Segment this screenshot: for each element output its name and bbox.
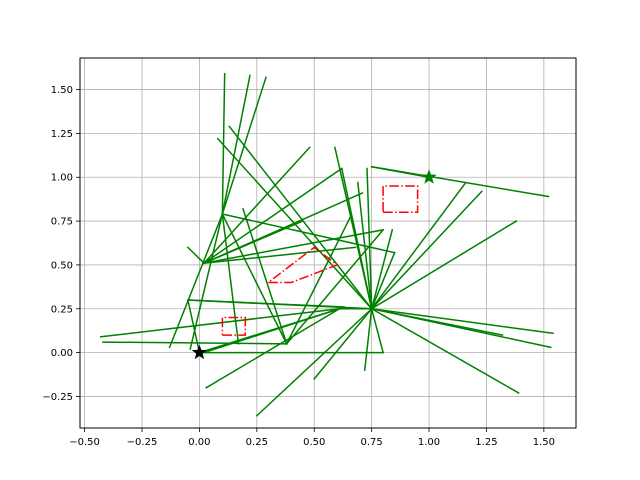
tree-segment: [228, 125, 373, 310]
x-tick-label: 0.50: [303, 437, 325, 448]
tree-segment: [221, 74, 251, 215]
y-tick-label: 1.25: [51, 129, 73, 140]
tree-segment: [242, 207, 288, 345]
y-tick-label: 0.50: [51, 260, 73, 271]
tree-segment: [313, 307, 373, 380]
y-tick-label: −0.25: [42, 392, 73, 403]
x-tick-label: 1.00: [418, 437, 440, 448]
y-axis: −0.25 0.00 0.25 0.50 0.75 1.00 1.25 1.50: [42, 85, 80, 403]
x-tick-label: −0.25: [127, 437, 158, 448]
tree-segment: [221, 213, 396, 254]
x-tick-label: −0.50: [69, 437, 100, 448]
tree-segment: [370, 228, 394, 310]
tree-segment: [366, 167, 373, 310]
tree-segment: [221, 73, 226, 215]
tree-segments: [99, 73, 554, 417]
x-tick-label: 0.25: [246, 437, 268, 448]
tree-segment: [221, 213, 240, 345]
tree-segment: [370, 181, 467, 310]
y-tick-label: 0.25: [51, 304, 73, 315]
tree-segment: [255, 307, 373, 417]
x-tick-label: 1.50: [533, 437, 555, 448]
tree-segment: [202, 146, 311, 265]
tree-segment: [221, 76, 267, 216]
tree-segment: [340, 167, 373, 310]
tree-segment: [203, 307, 341, 354]
tree-segment: [187, 299, 345, 308]
tree-segment: [363, 307, 373, 371]
y-tick-label: 0.75: [51, 217, 73, 228]
obstacle-outline: [267, 246, 339, 284]
tree-segment: [370, 190, 483, 310]
tree-segment: [99, 307, 341, 338]
tree-segment: [370, 165, 430, 179]
tree-segment: [221, 213, 288, 345]
y-tick-label: 1.50: [51, 85, 73, 96]
tree-segment: [102, 341, 288, 345]
tree-segment: [370, 307, 520, 394]
obstacles: [221, 185, 419, 336]
x-tick-label: 0.75: [360, 437, 382, 448]
tree-segment: [370, 307, 504, 336]
tree-segment: [370, 220, 518, 310]
goal-star-marker: [421, 169, 437, 184]
tree-segment: [370, 251, 396, 310]
plot-area: [80, 58, 576, 428]
tree-segment: [205, 307, 341, 389]
tree-segment: [203, 228, 384, 265]
tree-segment: [186, 246, 206, 265]
tree-segment: [370, 307, 385, 354]
tree-segment: [370, 307, 554, 335]
tree-segment: [189, 213, 224, 350]
obstacle-outline: [382, 185, 419, 214]
tree-segment: [202, 167, 343, 265]
tree-segment: [285, 228, 385, 345]
y-tick-label: 1.00: [51, 173, 73, 184]
obstacle-outline: [221, 316, 247, 336]
x-axis: −0.50 −0.25 0.00 0.25 0.50 0.75 1.00 1.25 1.50: [69, 428, 555, 448]
plot-frame: [79, 57, 577, 429]
start-star-marker: [191, 344, 208, 360]
tree-segment: [203, 246, 357, 264]
y-tick-label: 0.00: [51, 348, 73, 359]
markers: [191, 169, 437, 360]
x-tick-label: 0.00: [188, 437, 210, 448]
x-tick-label: 1.25: [475, 437, 497, 448]
tree-segment: [168, 213, 224, 349]
